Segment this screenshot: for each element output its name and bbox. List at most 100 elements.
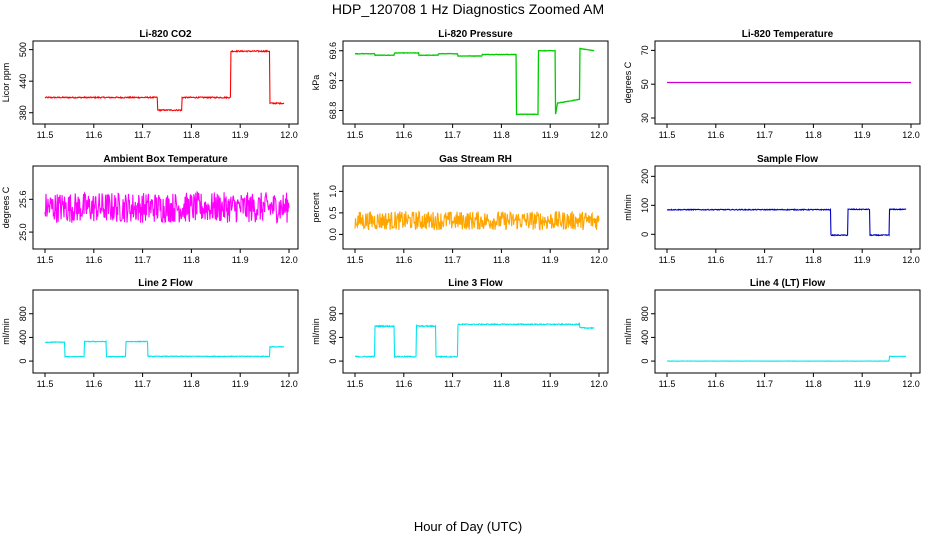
y-tick-label: 100 xyxy=(640,198,650,213)
y-tick-label: 200 xyxy=(640,169,650,184)
y-tick-label: 0 xyxy=(640,232,650,237)
y-axis-label: ml/min xyxy=(623,194,633,221)
series-line xyxy=(354,47,595,116)
panel-6: Line 2 Flow ml/min 11.5 11.6 11.7 11.8 11.9 12.… xyxy=(1,278,299,389)
x-tick-label: 12.0 xyxy=(280,379,298,389)
x-tick-label: 11.9 xyxy=(854,255,871,265)
y-tick-label: 69.2 xyxy=(328,72,338,90)
y-tick-label: 400 xyxy=(640,330,650,345)
x-tick-label: 11.9 xyxy=(542,255,559,265)
y-axis-label: degrees C xyxy=(1,186,11,228)
plot-frame xyxy=(32,40,299,125)
panel-title: Li-820 Temperature xyxy=(742,29,834,40)
x-tick-label: 11.7 xyxy=(444,379,461,389)
x-tick-label: 11.6 xyxy=(707,130,724,140)
x-tick-label: 12.0 xyxy=(902,130,920,140)
figure-x-axis-label: Hour of Day (UTC) xyxy=(414,519,522,534)
panel-8: Line 4 (LT) Flow ml/min 11.5 11.6 11.7 11.8 11… xyxy=(623,278,921,389)
y-tick-label: 400 xyxy=(328,330,338,345)
x-tick-label: 11.6 xyxy=(395,379,412,389)
x-tick-label: 11.7 xyxy=(756,130,773,140)
series-line xyxy=(354,321,595,359)
y-tick-label: 30 xyxy=(640,113,650,123)
plot-frame xyxy=(32,289,299,374)
series-line xyxy=(44,339,285,359)
x-tick-label: 11.9 xyxy=(542,379,559,389)
panel-title: Line 3 Flow xyxy=(448,278,503,289)
plot-frame xyxy=(654,165,921,250)
x-tick-label: 12.0 xyxy=(280,255,298,265)
x-tick-label: 11.9 xyxy=(854,379,871,389)
x-tick-label: 11.6 xyxy=(85,130,102,140)
series-line xyxy=(666,355,907,362)
panel-title: Li-820 CO2 xyxy=(139,29,192,40)
panel-title: Line 2 Flow xyxy=(138,278,193,289)
panel-4: Gas Stream RH percent 11.5 11.6 11.7 11.8 11.9… xyxy=(311,154,609,265)
panel-2: Li-820 Temperature degrees C 11.5 11.6 11.7 1… xyxy=(623,29,921,140)
y-tick-label: 400 xyxy=(18,330,28,345)
x-tick-label: 11.8 xyxy=(805,130,822,140)
y-tick-label: 1.0 xyxy=(328,185,338,198)
x-tick-label: 11.6 xyxy=(707,255,724,265)
x-tick-label: 11.8 xyxy=(805,379,822,389)
x-tick-label: 11.9 xyxy=(232,379,249,389)
x-tick-label: 11.5 xyxy=(37,130,54,140)
y-tick-label: 0.5 xyxy=(328,207,338,220)
panel-title: Ambient Box Temperature xyxy=(103,154,228,165)
panel-0: Li-820 CO2 Licor ppm 11.5 11.6 11.7 11.8 11.9 1… xyxy=(1,29,299,140)
x-tick-label: 12.0 xyxy=(902,379,920,389)
x-tick-label: 11.5 xyxy=(659,379,676,389)
y-axis-label: ml/min xyxy=(1,318,11,345)
y-axis-label: degrees C xyxy=(623,61,633,103)
x-tick-label: 11.7 xyxy=(134,379,151,389)
x-tick-label: 11.5 xyxy=(347,255,364,265)
y-axis-label: kPa xyxy=(311,75,321,91)
x-tick-label: 11.7 xyxy=(444,255,461,265)
y-tick-label: 25.0 xyxy=(18,223,28,241)
panel-3: Ambient Box Temperature degrees C 11.5 11.6… xyxy=(1,154,299,265)
x-tick-label: 11.5 xyxy=(659,130,676,140)
panels-grid: Li-820 CO2 Licor ppm 11.5 11.6 11.7 11.8 11.9 1… xyxy=(1,29,921,389)
x-tick-label: 12.0 xyxy=(590,379,608,389)
x-tick-label: 11.6 xyxy=(85,379,102,389)
panel-title: Gas Stream RH xyxy=(439,154,512,165)
series-line xyxy=(354,210,600,231)
y-tick-label: 0 xyxy=(640,359,650,364)
y-tick-label: 800 xyxy=(640,306,650,321)
x-tick-label: 11.9 xyxy=(232,130,249,140)
x-tick-label: 12.0 xyxy=(590,255,608,265)
y-tick-label: 68.8 xyxy=(328,102,338,120)
plot-frame xyxy=(342,289,609,374)
plot-frame xyxy=(32,165,299,250)
panel-5: Sample Flow ml/min 11.5 11.6 11.7 11.8 11.9 12.… xyxy=(623,154,921,265)
x-tick-label: 11.6 xyxy=(395,130,412,140)
panel-1: Li-820 Pressure kPa 11.5 11.6 11.7 11.8 11.9 12… xyxy=(311,29,609,140)
y-tick-label: 0.0 xyxy=(328,228,338,241)
x-tick-label: 11.8 xyxy=(493,130,510,140)
x-tick-label: 11.9 xyxy=(232,255,249,265)
y-tick-label: 500 xyxy=(18,42,28,57)
x-tick-label: 11.7 xyxy=(756,379,773,389)
y-tick-label: 70 xyxy=(640,45,650,55)
x-tick-label: 11.6 xyxy=(85,255,102,265)
plot-frame xyxy=(342,40,609,125)
x-tick-label: 11.9 xyxy=(542,130,559,140)
x-tick-label: 11.8 xyxy=(183,130,200,140)
series-line xyxy=(666,207,907,237)
y-tick-label: 380 xyxy=(18,105,28,120)
x-tick-label: 11.5 xyxy=(37,255,54,265)
plot-frame xyxy=(654,40,921,125)
y-tick-label: 800 xyxy=(18,306,28,321)
x-tick-label: 11.7 xyxy=(134,255,151,265)
x-tick-label: 11.5 xyxy=(37,379,54,389)
series-line xyxy=(44,190,290,224)
y-tick-label: 0 xyxy=(18,359,28,364)
y-axis-label: Licor ppm xyxy=(1,63,11,103)
x-tick-label: 11.7 xyxy=(444,130,461,140)
x-tick-label: 11.5 xyxy=(347,130,364,140)
plot-frame xyxy=(654,289,921,374)
x-tick-label: 11.5 xyxy=(347,379,364,389)
x-tick-label: 11.6 xyxy=(707,379,724,389)
x-tick-label: 11.7 xyxy=(756,255,773,265)
x-tick-label: 11.8 xyxy=(805,255,822,265)
